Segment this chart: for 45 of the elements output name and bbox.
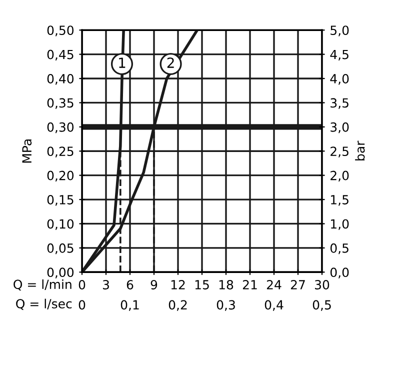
y-tick-label: 0,45	[47, 50, 74, 61]
y-tick-label: 0,35	[47, 98, 74, 109]
y2-tick-label: 1,5	[331, 195, 348, 206]
y2-tick-label: 2,0	[330, 170, 349, 182]
x2-axis-title: Q = l/sec	[16, 298, 72, 310]
x-tick-label: 0	[78, 280, 86, 290]
x-tick-label: 30	[315, 280, 330, 290]
y2-tick-label: 0,5	[330, 243, 348, 254]
y2-tick-label: 4,5	[330, 50, 348, 61]
annotation: 1	[119, 58, 126, 68]
y2-tick-label: 2,5	[330, 146, 348, 158]
y-tick-label: 0,30	[47, 122, 74, 134]
y2-tick-label: 5,0	[330, 26, 349, 36]
y-axis-title: MPa	[22, 140, 32, 163]
x-axis-title: Q = l/min	[14, 279, 72, 290]
x-tick-label: 21	[242, 280, 257, 290]
y2-tick-label: 3,5	[330, 98, 348, 109]
y2-tick-label: 1,0	[331, 219, 349, 230]
x-tick-label: 3	[102, 280, 109, 290]
y-tick-label: 0,15	[47, 194, 74, 206]
y-tick-label: 0,00	[47, 268, 74, 278]
x-tick-label: 27	[290, 280, 305, 290]
x2-tick-label: 0,5	[312, 300, 331, 311]
y-tick-label: 0,25	[47, 146, 74, 158]
y-tick-label: 0,10	[47, 219, 74, 230]
y2-axis-title: bar	[355, 140, 365, 160]
x2-tick-label: 0,2	[168, 300, 187, 311]
y2-tick-label: 0,0	[330, 268, 349, 278]
x-tick-label: 6	[126, 280, 134, 290]
y-tick-label: 0,40	[47, 74, 74, 85]
y2-tick-label: 4,0	[330, 74, 349, 85]
y2-tick-label: 3,0	[330, 122, 349, 134]
x2-tick-label: 0	[78, 300, 86, 310]
x-tick-label: 18	[219, 280, 234, 290]
y-tick-label: 0,50	[47, 26, 74, 36]
x2-tick-label: 0,3	[216, 300, 235, 311]
annotation: 2	[167, 58, 174, 68]
x-tick-label: 24	[266, 280, 282, 290]
x-tick-label: 15	[195, 280, 209, 290]
x-tick-label: 12	[171, 280, 185, 290]
y-tick-label: 0,20	[47, 170, 74, 182]
y-tick-label: 0,05	[47, 243, 74, 254]
x-tick-label: 9	[150, 280, 158, 290]
x2-tick-label: 0,4	[264, 300, 284, 311]
x2-tick-label: 0,1	[120, 300, 139, 311]
